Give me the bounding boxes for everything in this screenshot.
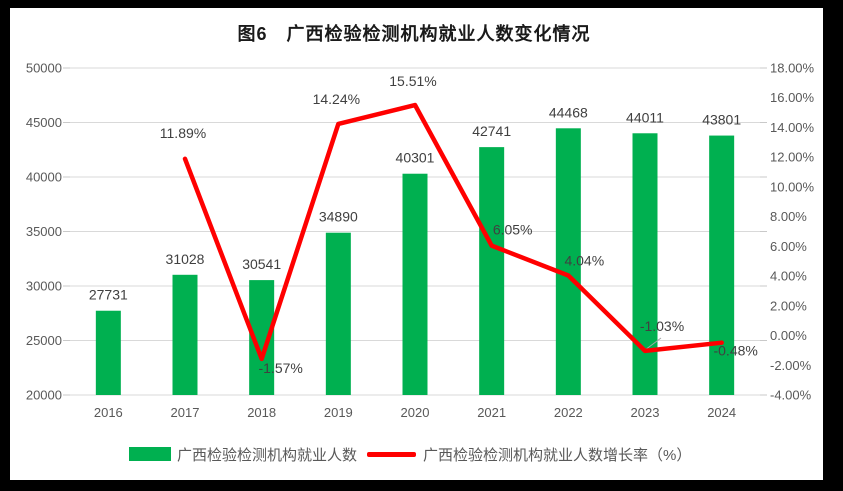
- legend-item-growth-rate: 广西检验检测机构就业人数增长率（%）: [367, 443, 691, 465]
- y-right-tick-label: 14.00%: [770, 120, 815, 135]
- bar-2019: [325, 232, 351, 395]
- line-label-2020: 15.51%: [389, 73, 436, 89]
- bar-2017: [172, 274, 198, 395]
- y-left-tick-label: 50000: [26, 61, 62, 76]
- y-right-tick-label: 8.00%: [770, 209, 807, 224]
- legend-item-employment: 广西检验检测机构就业人数: [129, 443, 357, 465]
- y-left-tick-label: 30000: [26, 279, 62, 294]
- x-tick-label: 2023: [631, 405, 660, 420]
- bar-label-2019: 34890: [319, 209, 358, 225]
- bar-2024: [709, 135, 735, 396]
- y-left-tick-label: 20000: [26, 388, 62, 403]
- y-left-tick-label: 40000: [26, 170, 62, 185]
- chart-title: 图6 广西检验检测机构就业人数变化情况: [237, 24, 591, 44]
- y-left-tick-label: 25000: [26, 333, 62, 348]
- x-tick-label: 2019: [324, 405, 353, 420]
- line-label-2022: 4.04%: [564, 252, 604, 268]
- y-right-tick-label: 16.00%: [770, 90, 815, 105]
- line-label-2024: -0.48%: [713, 343, 757, 359]
- line-label-2018: -1.57%: [258, 360, 302, 376]
- y-left-tick-label: 45000: [26, 115, 62, 130]
- bar-label-2023: 44011: [626, 109, 664, 125]
- x-tick-label: 2022: [554, 405, 583, 420]
- bar-2021: [479, 147, 505, 395]
- growth-rate-line: [182, 102, 724, 362]
- legend-bar-swatch-icon: [129, 447, 171, 461]
- bar-2023: [632, 133, 658, 396]
- label-leader-line: [644, 337, 662, 351]
- y-right-tick-label: -4.00%: [770, 388, 812, 403]
- y-right-tick-label: 18.00%: [770, 61, 815, 76]
- legend-label-employment: 广西检验检测机构就业人数: [177, 446, 358, 464]
- bar-label-2017: 31028: [166, 251, 205, 267]
- line-label-2021: 6.05%: [493, 222, 533, 238]
- bar-label-2021: 42741: [472, 123, 511, 139]
- bar-label-2018: 30541: [242, 256, 281, 272]
- y-right-tick-label: 6.00%: [770, 239, 807, 254]
- y-right-tick-label: 0.00%: [770, 328, 807, 343]
- x-tick-label: 2020: [401, 405, 430, 420]
- legend-line-swatch-icon: [367, 451, 416, 457]
- x-tick-label: 2024: [707, 405, 736, 420]
- y-right-tick-label: 4.00%: [770, 269, 807, 284]
- y-right-tick-label: 12.00%: [770, 150, 815, 165]
- y-right-tick-label: 10.00%: [770, 179, 815, 194]
- y-right-tick-label: 2.00%: [770, 298, 807, 313]
- y-right-tick-label: -2.00%: [770, 358, 812, 373]
- bar-2022: [555, 128, 581, 395]
- chart-legend: 广西检验检测机构就业人数 广西检验检测机构就业人数增长率（%）: [0, 443, 843, 465]
- bar-label-2016: 27731: [89, 287, 128, 303]
- x-tick-label: 2017: [171, 405, 200, 420]
- y-left-tick-label: 35000: [26, 224, 62, 239]
- line-label-2017: 11.89%: [160, 125, 206, 141]
- bar-2020: [402, 173, 428, 395]
- x-tick-label: 2021: [477, 405, 506, 420]
- x-tick-label: 2016: [94, 405, 123, 420]
- x-tick-label: 2018: [247, 405, 276, 420]
- line-label-2019: 14.24%: [313, 91, 360, 107]
- bar-2016: [95, 310, 121, 395]
- legend-label-growth-rate: 广西检验检测机构就业人数增长率（%）: [423, 446, 692, 464]
- bar-label-2022: 44468: [549, 104, 588, 120]
- line-label-2023: -1.03%: [640, 318, 684, 334]
- bar-label-2024: 43801: [702, 112, 741, 128]
- bar-label-2020: 40301: [396, 150, 435, 166]
